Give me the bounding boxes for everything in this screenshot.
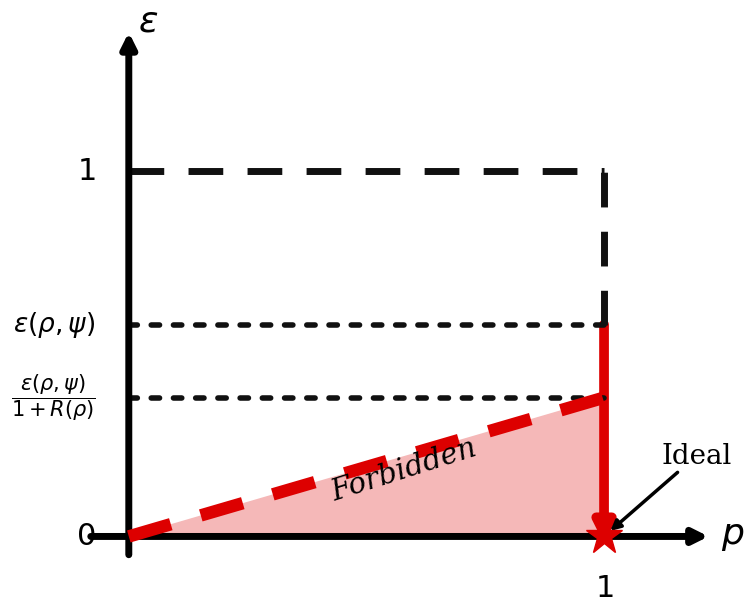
Text: $1$: $1$	[77, 155, 96, 186]
Text: Forbidden: Forbidden	[328, 434, 481, 507]
Polygon shape	[129, 398, 604, 537]
Text: $0$: $0$	[76, 521, 96, 552]
Text: $\epsilon$: $\epsilon$	[138, 4, 158, 38]
Text: $1$: $1$	[595, 573, 613, 604]
Text: $\dfrac{\varepsilon(\rho,\psi)}{1+R(\rho)}$: $\dfrac{\varepsilon(\rho,\psi)}{1+R(\rho…	[10, 372, 96, 423]
Text: Ideal: Ideal	[613, 443, 732, 529]
Text: $p$: $p$	[720, 519, 744, 554]
Text: $\varepsilon(\rho,\psi)$: $\varepsilon(\rho,\psi)$	[13, 309, 96, 340]
